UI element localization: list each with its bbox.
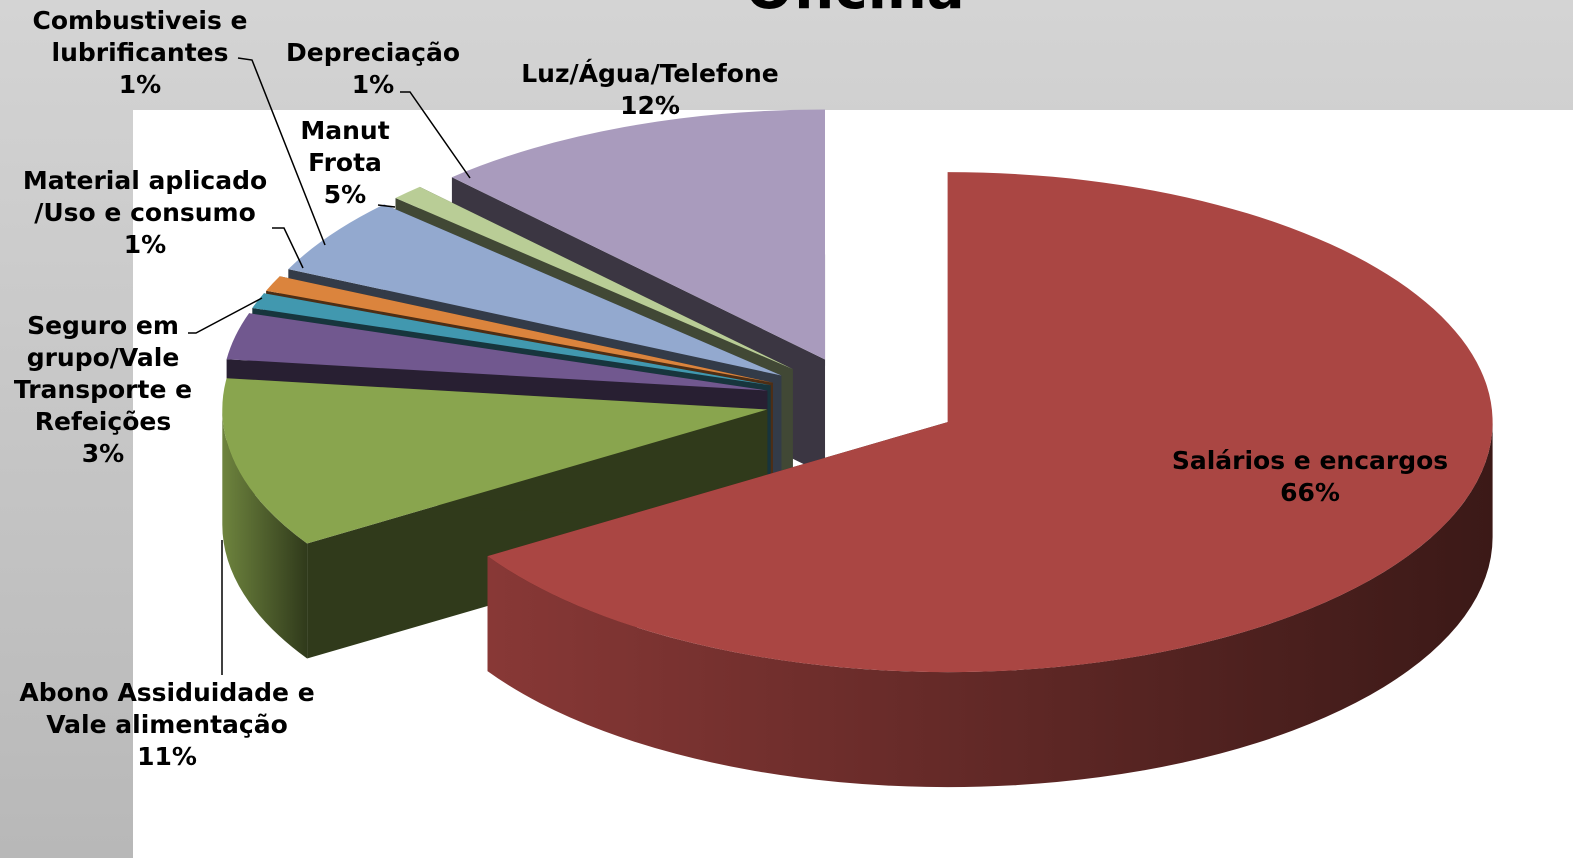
slice [288,204,782,376]
value-label: 66% [1280,478,1340,507]
slice [222,378,768,544]
value-label: 3% [81,439,125,468]
slice [252,293,771,386]
slice [487,172,1493,673]
data-label: Material aplicado /Uso e consumo 1% [10,165,280,261]
leader-line [272,227,304,269]
data-label: Combustiveis e lubrificantes 1% [15,5,265,101]
category-label: Abono Assiduidade e Vale alimentação [19,678,315,739]
value-label: 5% [323,180,367,209]
data-label: Manut Frota 5% [285,115,405,211]
category-label: Manut Frota [300,116,390,177]
leader-line [188,297,263,334]
slice-side [222,409,308,659]
category-label: Material aplicado /Uso e consumo [22,166,268,227]
slice [226,313,768,391]
slice [395,186,793,370]
data-label: Seguro em grupo/Vale Transporte e Refeiç… [3,310,203,470]
slice [266,276,773,383]
category-label: Depreciação [285,38,460,67]
data-label: Luz/Água/Telefone 12% [490,58,810,122]
pie [222,109,1493,788]
category-label: Seguro em grupo/Vale Transporte e Refeiç… [13,311,193,436]
leader-lines [188,57,471,675]
data-label: Salários e encargos 66% [1150,445,1470,509]
leader-line [377,204,396,208]
data-label: Depreciação 1% [273,37,473,101]
category-label: Luz/Água/Telefone [521,59,779,88]
category-label: Salários e encargos [1171,446,1449,475]
data-label: Abono Assiduidade e Vale alimentação 11% [2,677,332,773]
value-label: 11% [137,742,197,771]
slice-side [487,422,1493,788]
chart-title: Oficina [745,0,964,22]
value-label: 12% [620,91,680,120]
value-label: 1% [118,70,162,99]
leader-line [400,91,471,179]
slice [451,109,826,360]
value-label: 1% [351,70,395,99]
leader-line [237,57,326,246]
category-label: Combustiveis e lubrificantes [32,6,248,67]
value-label: 1% [123,230,167,259]
